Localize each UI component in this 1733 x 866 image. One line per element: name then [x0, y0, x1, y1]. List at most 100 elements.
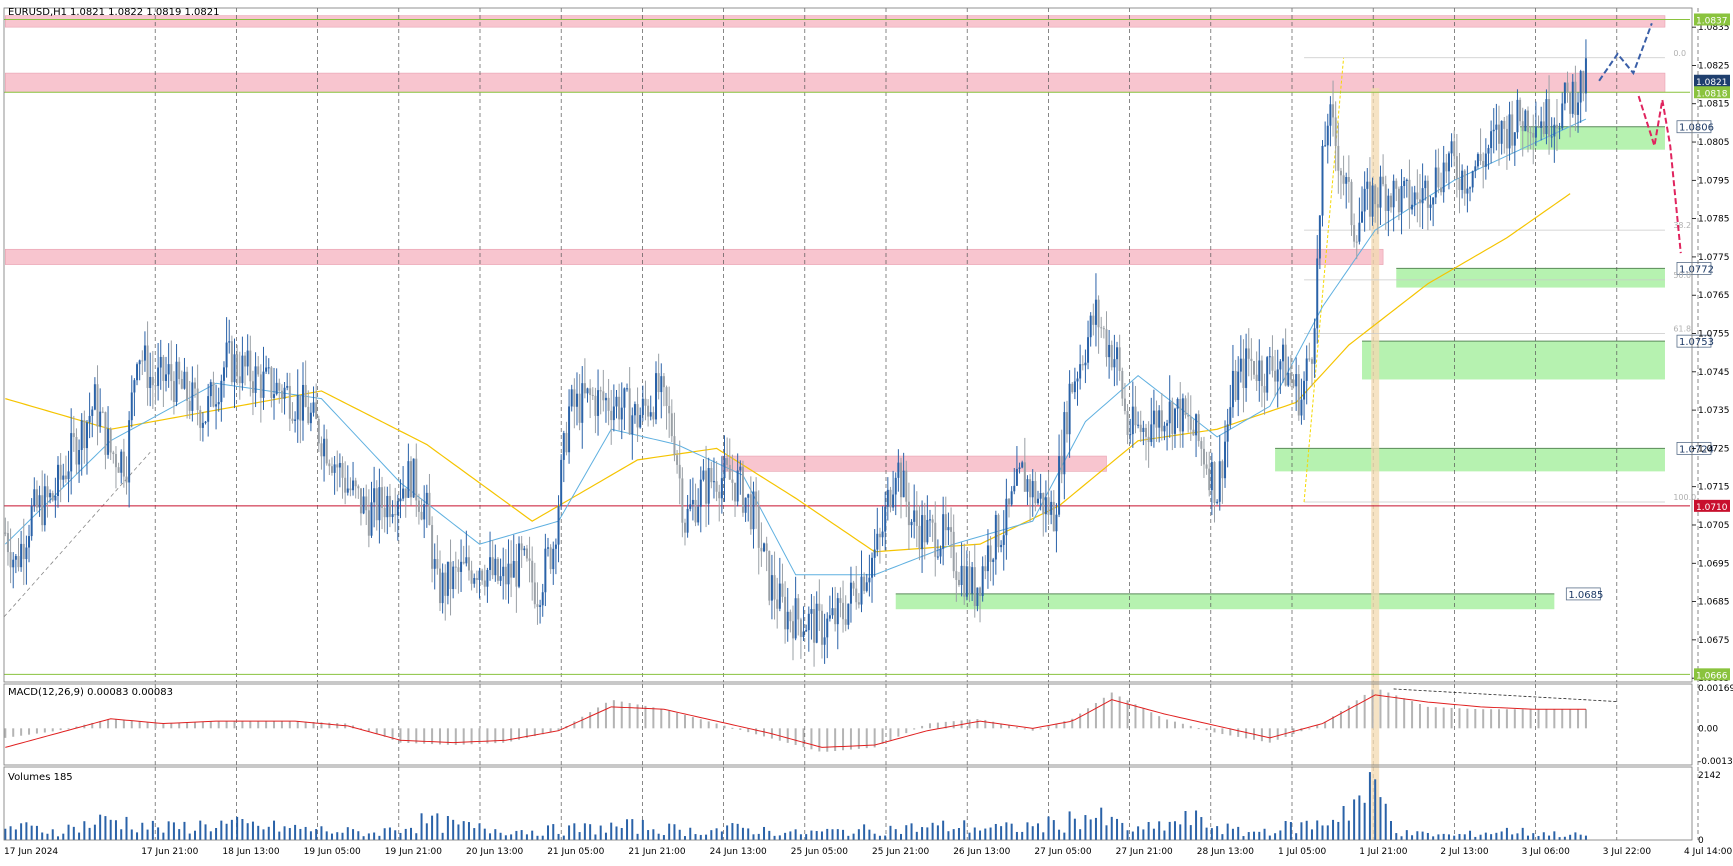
candle-body: [365, 496, 368, 511]
candle-body: [1453, 141, 1456, 157]
volume-bar: [1168, 821, 1171, 840]
candle-body: [1023, 462, 1026, 492]
volume-bar: [1126, 830, 1129, 840]
candle-body: [681, 478, 684, 523]
volume-bar: [1295, 833, 1298, 840]
candle-body: [186, 371, 189, 401]
candle-body: [1569, 92, 1572, 114]
candle-body: [1529, 132, 1532, 134]
candle-body: [839, 598, 842, 603]
candle-body: [1018, 467, 1021, 469]
volume-bar: [1258, 831, 1261, 840]
volume-bar: [689, 827, 692, 840]
candle-body: [170, 364, 173, 382]
candle-body: [1484, 153, 1487, 167]
candle-body: [1455, 156, 1458, 179]
candle-body: [1361, 211, 1364, 223]
candle-body: [396, 501, 399, 516]
volume-bar: [931, 822, 934, 840]
candle-body: [842, 602, 845, 620]
candle-body: [1303, 380, 1306, 400]
candle-body: [1463, 170, 1466, 194]
candle-body: [989, 545, 992, 562]
candle-body: [670, 413, 673, 437]
macd-histogram-bar: [992, 721, 995, 729]
candle-body: [1113, 359, 1116, 368]
candle-body: [288, 385, 291, 419]
candle-body: [130, 392, 133, 421]
fibonacci-label: 50.0: [1673, 271, 1691, 280]
candle-body: [1134, 406, 1137, 426]
candle-body: [718, 491, 721, 499]
support-zone: [1275, 448, 1665, 472]
x-tick-label: 27 Jun 05:00: [1034, 847, 1091, 857]
candle-body: [847, 603, 850, 625]
candle-body: [402, 488, 405, 499]
candle-body: [1426, 180, 1429, 208]
volume-bar: [757, 833, 760, 840]
volume-bar: [241, 819, 244, 840]
volume-y-tick-label: 2142: [1698, 771, 1721, 781]
candle-body: [249, 350, 252, 382]
macd-histogram-bar: [968, 719, 971, 729]
candle-body: [470, 570, 473, 584]
candle-body: [159, 356, 162, 368]
candle-body: [963, 565, 966, 597]
volume-bar: [1363, 802, 1366, 840]
x-tick-label: 24 Jun 13:00: [710, 847, 767, 857]
volume-bar: [1337, 821, 1340, 840]
candle-body: [212, 382, 215, 407]
candle-body: [1574, 81, 1577, 115]
volume-bar: [1084, 815, 1087, 840]
candle-body: [1189, 416, 1192, 430]
candle-body: [623, 388, 626, 408]
candle-body: [1036, 498, 1039, 504]
candle-body: [1321, 145, 1324, 216]
candle-body: [1034, 481, 1037, 504]
ohlc-readout: 1.0821 1.0822 1.0819 1.0821: [70, 7, 220, 18]
candle-body: [1411, 204, 1414, 210]
volume-bar: [1342, 805, 1345, 840]
fibonacci-label: 38.2: [1673, 221, 1691, 230]
x-tick-label: 3 Jul 06:00: [1522, 847, 1571, 857]
candle-body: [1421, 188, 1424, 204]
macd-histogram-bar: [1126, 700, 1129, 729]
candle-body: [865, 582, 868, 591]
candle-body: [91, 409, 94, 416]
y-tick-label: 1.0755: [1698, 330, 1730, 340]
macd-histogram-bar: [51, 728, 54, 732]
macd-histogram-bar: [1403, 698, 1406, 729]
candle-body: [1418, 199, 1421, 204]
candle-body: [1416, 192, 1419, 200]
macd-histogram-bar: [660, 708, 663, 729]
candle-body: [207, 396, 210, 422]
candle-body: [1084, 362, 1087, 366]
volume-bar: [1368, 772, 1371, 840]
candle-body: [6, 533, 9, 553]
macd-histogram-bar: [146, 722, 149, 729]
volume-bar: [1437, 834, 1440, 840]
macd-histogram-bar: [257, 721, 260, 729]
candle-body: [304, 384, 307, 407]
candle-body: [1123, 398, 1126, 411]
candle-body: [1118, 347, 1121, 371]
macd-histogram-bar: [1332, 716, 1335, 729]
candle-body: [109, 428, 112, 453]
candle-body: [1179, 398, 1182, 432]
candle-body: [994, 514, 997, 560]
candle-body: [51, 493, 54, 501]
candle-body: [1097, 299, 1100, 328]
candle-body: [1121, 370, 1124, 399]
macd-histogram-bar: [1529, 709, 1532, 729]
candle-body: [302, 384, 305, 421]
volume-bar: [367, 833, 370, 840]
support-level-label-box: [1676, 334, 1712, 348]
candle-body: [591, 394, 594, 396]
volume-bar: [631, 819, 634, 840]
candle-body: [539, 605, 542, 607]
candle-body: [175, 361, 178, 402]
candle-body: [1363, 188, 1366, 212]
macd-histogram-bar: [1442, 707, 1445, 729]
volume-layer: [4, 772, 1587, 840]
